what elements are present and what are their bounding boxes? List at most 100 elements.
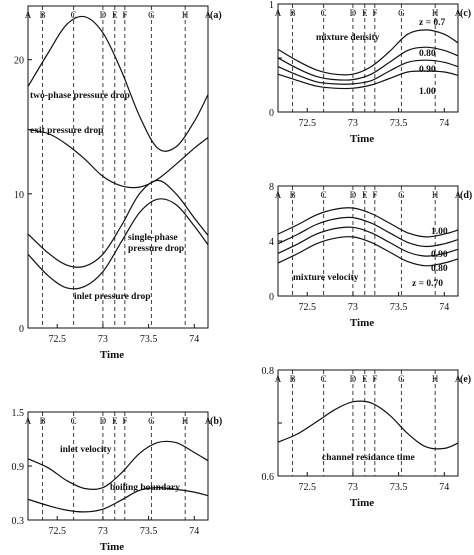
annotation-label: 0.80: [431, 264, 448, 274]
annotation-label: mixture velocity: [293, 273, 359, 283]
x-tick-label: 73.5: [140, 334, 158, 345]
event-marker-label: C: [321, 8, 327, 18]
series-line-0-90: [277, 216, 459, 248]
panel-e: A B C D E F G H A(e)72.5 73 73.5 74Time0.60.8channe…: [262, 366, 472, 509]
series-line-0-80: [277, 226, 459, 257]
series-line-single-phase-pressure-drop: [27, 179, 209, 268]
y-tick-label: 1.5: [12, 408, 25, 419]
annotation-label: 0.90: [419, 65, 436, 75]
event-marker-label: B: [290, 8, 296, 18]
x-tick-label: 73.5: [390, 302, 408, 313]
annotation-label: boiling boundary: [110, 483, 180, 493]
event-marker-label: E: [362, 8, 368, 18]
event-marker-label: A: [455, 374, 462, 384]
series-line-exit-pressure-drop: [27, 128, 209, 189]
event-marker-label: B: [290, 190, 296, 200]
x-tick-label: 73: [348, 482, 358, 493]
annotation-label: 0.80: [419, 49, 436, 59]
series-line-two-phase-pressure-drop: [27, 15, 209, 152]
event-marker-label: A: [25, 10, 32, 20]
y-tick-label: 0.8: [262, 366, 275, 377]
y-tick-label: 4: [269, 237, 274, 248]
annotation-label: inlet velocity: [60, 445, 112, 455]
event-marker-label: F: [122, 10, 127, 20]
panel-label: (d): [460, 190, 472, 201]
event-marker-label: D: [100, 10, 107, 20]
series-line-boiling-boundary: [27, 486, 209, 513]
event-marker-label: C: [321, 190, 327, 200]
event-marker-label: G: [398, 374, 405, 384]
x-tick-label: 72.5: [298, 118, 316, 129]
event-marker-label: B: [40, 10, 46, 20]
annotation-label: z = 0.7: [419, 18, 446, 28]
annotation-label: 1.00: [419, 87, 436, 97]
event-marker-label: H: [432, 190, 439, 200]
x-axis-label: Time: [350, 497, 374, 509]
x-axis-label: Time: [350, 317, 374, 329]
event-marker-label: A: [455, 190, 462, 200]
series-line-0-80: [277, 46, 459, 81]
panel-label: (b): [210, 416, 222, 427]
y-tick-label: 10: [14, 190, 24, 201]
annotation-label: single-phase: [128, 233, 178, 243]
event-marker-label: H: [432, 374, 439, 384]
series-line-channel-residance-time: [277, 400, 459, 450]
y-tick-label: 0: [269, 292, 274, 303]
annotation-label: 0.90: [431, 250, 448, 260]
series-line-0-90: [277, 59, 459, 85]
event-marker-label: C: [71, 10, 77, 20]
x-tick-label: 74: [189, 334, 199, 345]
x-tick-label: 73.5: [390, 118, 408, 129]
y-tick-label: 8: [269, 182, 274, 193]
panel-label: (e): [460, 374, 471, 385]
annotation-label: pressure drop: [128, 244, 184, 254]
event-marker-label: G: [398, 8, 405, 18]
panel-label: (a): [210, 10, 222, 21]
x-axis-label: Time: [100, 349, 124, 361]
x-tick-label: 72.5: [48, 334, 66, 345]
event-marker-label: F: [372, 190, 377, 200]
event-marker-label: D: [350, 190, 357, 200]
event-marker-label: G: [148, 10, 155, 20]
event-marker-label: A: [205, 10, 212, 20]
y-tick-label: 0: [269, 108, 274, 119]
event-marker-label: G: [398, 190, 405, 200]
event-marker-label: G: [148, 416, 155, 426]
event-marker-label: D: [100, 416, 107, 426]
event-marker-label: H: [182, 416, 189, 426]
event-marker-label: B: [290, 374, 296, 384]
x-tick-label: 73: [98, 526, 108, 537]
y-tick-label: 0: [19, 324, 24, 335]
event-marker-label: F: [122, 416, 127, 426]
event-marker-label: C: [321, 374, 327, 384]
y-tick-label: 0.6: [262, 472, 275, 483]
event-marker-label: H: [432, 8, 439, 18]
annotation-label: exit pressure drop: [30, 126, 103, 136]
x-tick-label: 74: [439, 302, 449, 313]
y-tick-label: 20: [14, 56, 24, 67]
event-marker-label: A: [25, 416, 32, 426]
panel-a: A B C D E F G H A(a)72.5 73 73.5 74Time01020two-pha…: [14, 5, 222, 361]
event-marker-label: E: [112, 10, 118, 20]
event-marker-label: A: [205, 416, 212, 426]
x-tick-label: 73: [98, 334, 108, 345]
event-marker-label: D: [350, 374, 357, 384]
annotation-label: mixture density: [316, 33, 380, 43]
annotation-label: 1.00: [431, 227, 448, 237]
event-marker-label: E: [112, 416, 118, 426]
event-marker-label: A: [275, 190, 282, 200]
event-marker-label: D: [350, 8, 357, 18]
annotation-label: two-phase pressure drop: [30, 91, 130, 101]
event-marker-label: A: [275, 374, 282, 384]
x-tick-label: 73.5: [140, 526, 158, 537]
x-tick-label: 73: [348, 302, 358, 313]
panel-b: A B C D E F G H A(b)72.5 73 73.5 74Time0.30.91.5inl…: [12, 408, 223, 553]
y-tick-label: 1: [269, 0, 274, 11]
y-tick-label: 0.9: [12, 462, 25, 473]
event-marker-label: A: [455, 8, 462, 18]
x-tick-label: 74: [439, 482, 449, 493]
x-tick-label: 72.5: [298, 302, 316, 313]
x-tick-label: 73: [348, 118, 358, 129]
